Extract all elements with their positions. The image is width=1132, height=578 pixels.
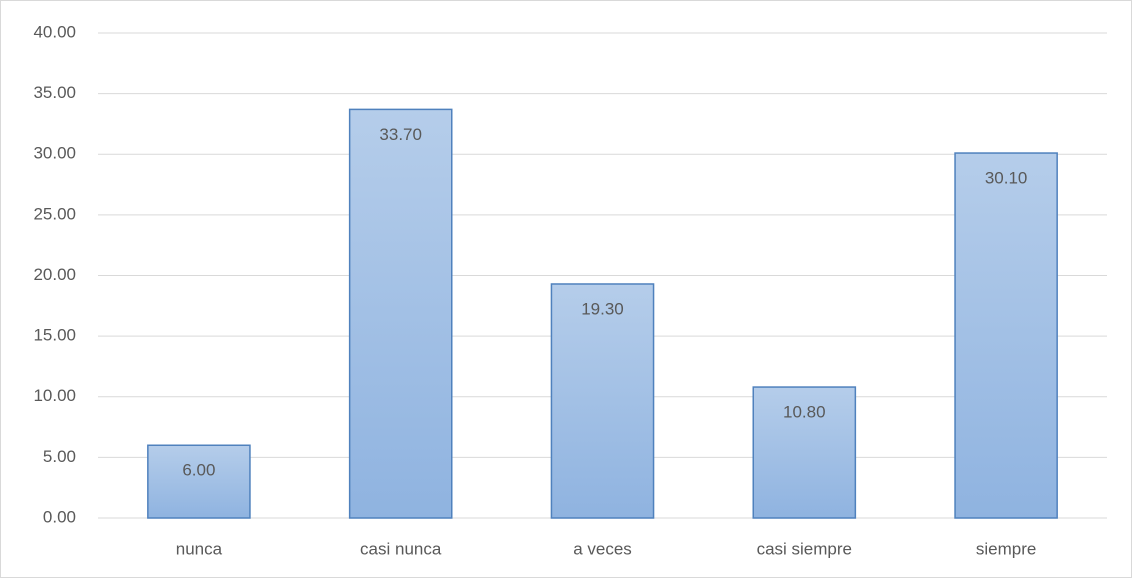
y-tick-label: 40.00 <box>33 22 76 41</box>
x-tick-label: casi siempre <box>757 539 852 558</box>
bar <box>550 283 655 519</box>
data-label: 33.70 <box>379 125 422 144</box>
x-tick-label: siempre <box>976 539 1036 558</box>
data-label: 19.30 <box>581 299 624 318</box>
x-tick-label: nunca <box>176 539 223 558</box>
y-tick-label: 25.00 <box>33 204 76 223</box>
y-tick-label: 20.00 <box>33 265 76 284</box>
y-tick-label: 0.00 <box>43 507 76 526</box>
x-tick-label: casi nunca <box>360 539 442 558</box>
y-tick-label: 35.00 <box>33 83 76 102</box>
data-label: 6.00 <box>182 461 215 480</box>
bar <box>954 152 1058 519</box>
y-tick-label: 30.00 <box>33 144 76 163</box>
y-tick-label: 5.00 <box>43 447 76 466</box>
bar <box>147 444 251 519</box>
bar <box>348 108 453 519</box>
data-label: 30.10 <box>985 169 1028 188</box>
y-tick-label: 15.00 <box>33 326 76 345</box>
bar <box>752 386 857 519</box>
x-tick-label: a veces <box>573 539 632 558</box>
y-tick-label: 10.00 <box>33 386 76 405</box>
data-label: 10.80 <box>783 403 826 422</box>
